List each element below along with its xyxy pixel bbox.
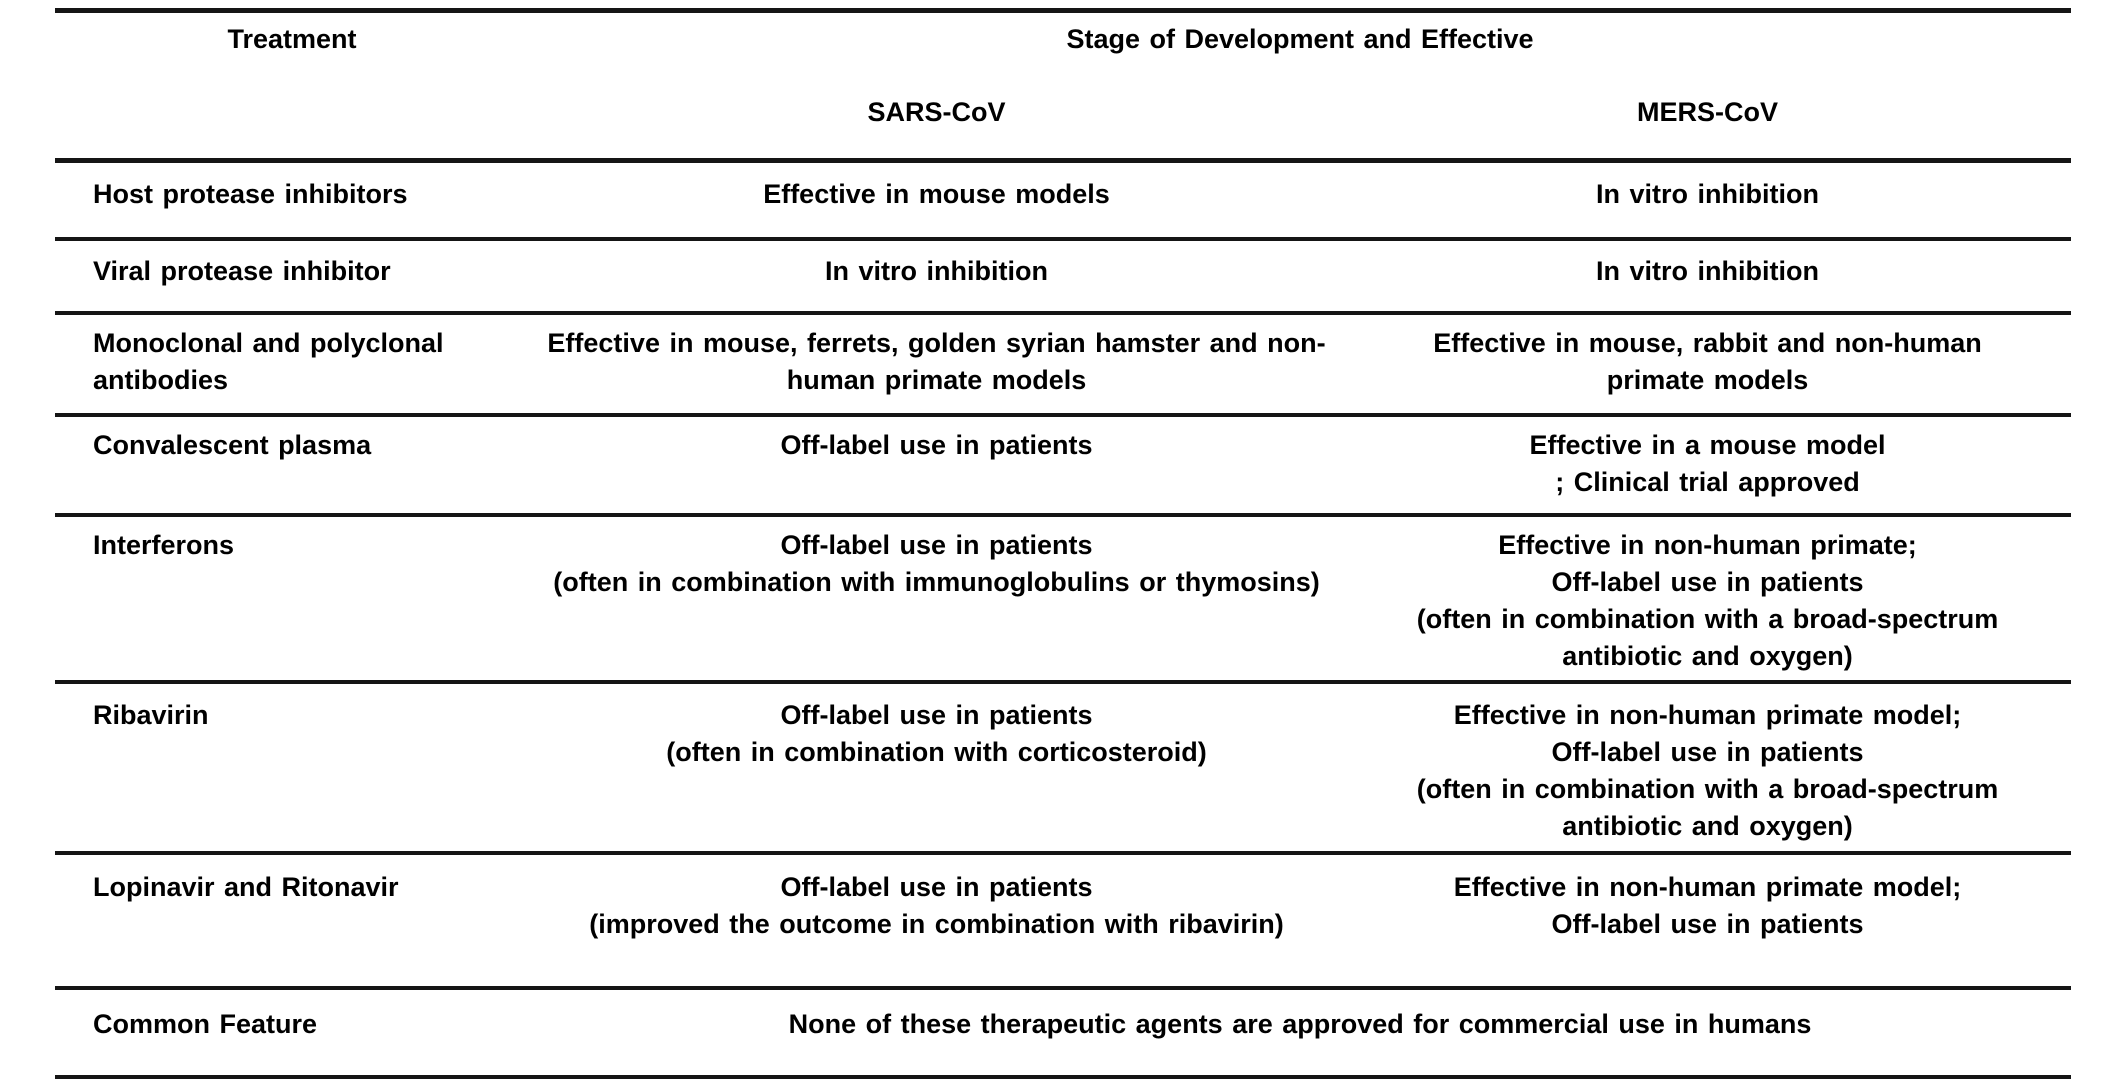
sars-cell: In vitro inhibition xyxy=(825,256,1048,286)
sars-cell: Effective in mouse, ferrets, golden syri… xyxy=(547,328,1326,395)
treatment-cell: Host protease inhibitors xyxy=(93,179,408,209)
treatment-cell: Ribavirin xyxy=(93,700,209,730)
table-row: Monoclonal and polyclonal antibodies Eff… xyxy=(55,313,2072,415)
table-row: Ribavirin Off-label use in patients (oft… xyxy=(55,682,2072,853)
table-body: Host protease inhibitors Effective in mo… xyxy=(55,161,2072,1078)
mers-cell: Effective in mouse, rabbit and non-human… xyxy=(1433,328,1982,395)
treatment-cell: Common Feature xyxy=(93,1009,318,1039)
treatment-comparison-table: Treatment Stage of Development and Effec… xyxy=(55,8,2072,1079)
table-row: Host protease inhibitors Effective in mo… xyxy=(55,161,2072,239)
table-row: Lopinavir and Ritonavir Off-label use in… xyxy=(55,853,2072,988)
sars-cell: Off-label use in patients (often in comb… xyxy=(666,700,1207,767)
mers-cell: In vitro inhibition xyxy=(1596,256,1819,286)
table-row-common-feature: Common Feature None of these therapeutic… xyxy=(55,988,2071,1077)
sars-cell: Off-label use in patients (improved the … xyxy=(589,872,1284,939)
treatment-cell: Viral protease inhibitor xyxy=(93,256,391,286)
table-row: Interferons Off-label use in patients (o… xyxy=(55,515,2072,682)
treatment-cell: Monoclonal and polyclonal antibodies xyxy=(93,328,444,395)
table-header: Treatment Stage of Development and Effec… xyxy=(55,11,2072,163)
table-row: Viral protease inhibitor In vitro inhibi… xyxy=(55,239,2072,313)
common-feature-cell: None of these therapeutic agents are app… xyxy=(788,1009,1812,1039)
sars-cell: Off-label use in patients (often in comb… xyxy=(553,530,1320,597)
mers-cell: Effective in non-human primate model; Of… xyxy=(1416,700,1999,841)
treatment-cell: Interferons xyxy=(93,530,235,560)
header-row-viruses: SARS-CoV MERS-CoV xyxy=(55,76,2072,163)
mers-cell: In vitro inhibition xyxy=(1596,179,1819,209)
mers-cell: Effective in non-human primate; Off-labe… xyxy=(1416,530,1999,671)
col-header-stage-of-development: Stage of Development and Effective xyxy=(1066,24,1534,54)
mers-cell: Effective in non-human primate model; Of… xyxy=(1453,872,1962,939)
sars-cell: Effective in mouse models xyxy=(763,179,1110,209)
table-row: Convalescent plasma Off-label use in pat… xyxy=(55,415,2072,515)
col-header-mers-cov: MERS-CoV xyxy=(1344,76,2072,163)
treatment-cell: Convalescent plasma xyxy=(93,430,372,460)
header-row-top: Treatment Stage of Development and Effec… xyxy=(55,11,2071,77)
col-header-sars-cov: SARS-CoV xyxy=(529,76,1344,163)
treatment-cell: Lopinavir and Ritonavir xyxy=(93,872,399,902)
mers-cell: Effective in a mouse model ; Clinical tr… xyxy=(1529,430,1886,497)
col-header-treatment: Treatment xyxy=(227,24,357,54)
sars-cell: Off-label use in patients xyxy=(780,430,1093,460)
col-header-empty xyxy=(55,76,529,163)
